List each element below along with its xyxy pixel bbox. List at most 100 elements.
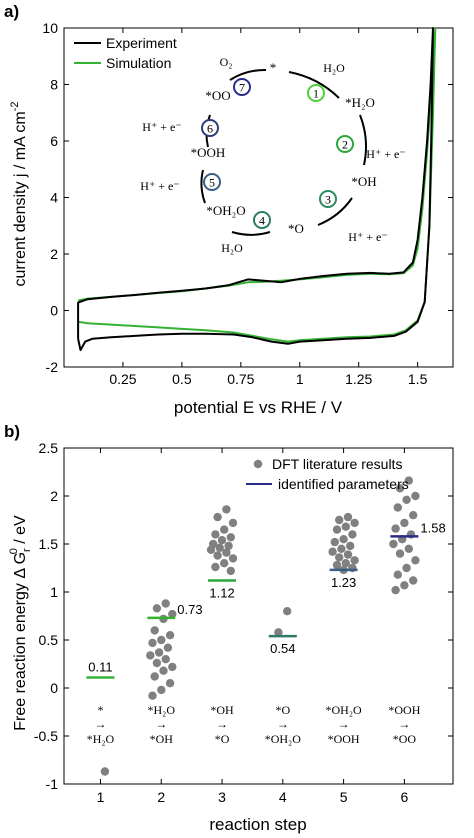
dft-point bbox=[161, 599, 170, 608]
cycle-reagent-label: H₂O bbox=[323, 61, 345, 75]
step-annotation-to: *OOH bbox=[328, 732, 360, 746]
dft-point bbox=[213, 512, 222, 522]
cycle-step-number: 5 bbox=[209, 176, 215, 190]
dft-point bbox=[150, 626, 159, 635]
dft-point bbox=[350, 556, 359, 565]
dft-point bbox=[395, 484, 405, 493]
cycle-arrow bbox=[317, 197, 353, 226]
legend-parameter-label: identified parameters bbox=[278, 476, 409, 492]
legend-dft-marker bbox=[253, 459, 263, 469]
identified-parameter-label: 0.11 bbox=[88, 659, 112, 674]
dft-point bbox=[409, 576, 418, 585]
dft-point bbox=[346, 541, 355, 551]
cycle-arrow bbox=[231, 231, 271, 236]
step-annotation-arrow: → bbox=[277, 717, 289, 731]
cycle-reagent-label: H⁺ + e⁻ bbox=[348, 230, 387, 244]
cycle-step-number: 3 bbox=[325, 193, 331, 207]
panel-a-xtick-label: 1 bbox=[296, 371, 304, 387]
step-annotation-from: * bbox=[97, 703, 103, 717]
dft-point bbox=[400, 518, 409, 528]
cycle-reagent-label: H⁺ + e⁻ bbox=[140, 179, 179, 193]
dft-point bbox=[395, 549, 405, 558]
dft-point bbox=[226, 566, 235, 576]
dft-point bbox=[206, 545, 216, 554]
panel-a-xtick-label: 1.5 bbox=[408, 371, 428, 387]
step-annotation-to: *H₂O bbox=[87, 732, 115, 746]
panel-a-label: a) bbox=[4, 2, 19, 21]
dft-point bbox=[222, 505, 231, 514]
dft-point bbox=[335, 553, 344, 562]
dft-point bbox=[404, 476, 413, 485]
cycle-arrow bbox=[288, 71, 340, 99]
step-annotation-from: *H₂O bbox=[147, 703, 175, 717]
dft-point bbox=[402, 563, 411, 573]
step-annotation-from: *O bbox=[275, 703, 290, 717]
identified-parameter-label: 0.54 bbox=[270, 641, 295, 656]
step-annotation-arrow: → bbox=[155, 717, 167, 731]
dft-point bbox=[411, 556, 420, 565]
dft-point bbox=[391, 585, 400, 595]
panel-a-xtick-label: 0.5 bbox=[172, 371, 192, 387]
panel-b-ytick-label: 0.5 bbox=[39, 632, 59, 648]
cycle-step-badge bbox=[201, 119, 219, 137]
panel-b-ytick-label: 0 bbox=[50, 680, 58, 696]
dft-point bbox=[168, 609, 177, 619]
step-annotation-from: *OH₂O bbox=[326, 703, 363, 717]
panel-b-ytick-label: -1 bbox=[46, 776, 59, 792]
cycle-arrow bbox=[200, 169, 206, 204]
panel-b-ytick-label: 2 bbox=[50, 488, 58, 504]
step-annotation-from: *OH bbox=[210, 703, 234, 717]
panel-a-xlabel: potential E vs RHE / V bbox=[174, 398, 343, 417]
dft-point bbox=[393, 570, 402, 579]
dft-point bbox=[283, 607, 292, 616]
panel-a-ytick-label: 0 bbox=[50, 303, 58, 319]
dft-point bbox=[391, 524, 400, 533]
dft-point bbox=[220, 559, 229, 568]
panel-b-frame bbox=[63, 447, 454, 785]
cycle-step-badge bbox=[307, 84, 325, 102]
panel-a-frame bbox=[63, 27, 454, 368]
panel-b-label: b) bbox=[4, 422, 20, 441]
panel-a-ytick-label: 4 bbox=[50, 190, 58, 206]
panel-a-ytick-label: 8 bbox=[50, 77, 58, 93]
dft-point bbox=[148, 638, 157, 648]
legend-dft-label: DFT literature results bbox=[272, 456, 402, 472]
panel-b-xtick-label: 5 bbox=[340, 789, 348, 805]
dft-point bbox=[211, 530, 220, 539]
dft-point bbox=[215, 543, 224, 552]
cycle-step-badge bbox=[233, 78, 251, 96]
cycle-reagent-label: H⁺ + e⁻ bbox=[366, 147, 405, 161]
step-annotation-to: *O bbox=[215, 732, 230, 746]
dft-point bbox=[224, 541, 233, 551]
dft-point bbox=[154, 648, 164, 657]
step-annotation-to: *OH₂O bbox=[265, 732, 302, 746]
cycle-step-number: 4 bbox=[259, 214, 265, 228]
dft-point bbox=[341, 559, 350, 568]
dft-point bbox=[343, 512, 353, 522]
cycle-intermediate: *H₂O bbox=[345, 95, 375, 110]
dft-point bbox=[211, 562, 220, 572]
dft-point bbox=[330, 537, 339, 547]
panel-b-xtick-label: 2 bbox=[157, 789, 165, 805]
cycle-step-badge bbox=[253, 211, 271, 229]
step-annotation-arrow: → bbox=[398, 717, 410, 731]
dft-point bbox=[409, 511, 418, 520]
step-annotation-arrow: → bbox=[338, 717, 350, 731]
panel-b-ytick-label: 1 bbox=[50, 584, 58, 600]
cycle-step-number: 2 bbox=[342, 138, 348, 152]
cycle-step-badge bbox=[319, 190, 337, 208]
dft-point bbox=[157, 685, 166, 695]
panel-b-xlabel: reaction step bbox=[209, 815, 306, 834]
dft-point bbox=[152, 604, 162, 613]
legend-label-simulation: Simulation bbox=[106, 55, 171, 71]
dft-point bbox=[328, 547, 337, 556]
cycle-intermediate: *OH bbox=[351, 174, 376, 189]
panel-b-xtick-label: 1 bbox=[97, 789, 105, 805]
dft-point bbox=[339, 535, 348, 544]
dft-point bbox=[146, 651, 155, 660]
panel-a-ylabel: current density j / mA cm-2 bbox=[9, 102, 29, 287]
cycle-reagent-label: O₂ bbox=[220, 55, 233, 69]
identified-parameter-label: 1.12 bbox=[209, 585, 234, 600]
cycle-step-badge bbox=[336, 135, 354, 153]
